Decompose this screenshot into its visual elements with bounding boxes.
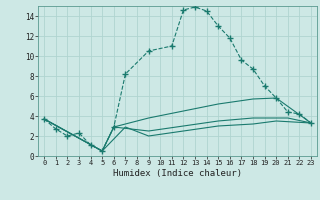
X-axis label: Humidex (Indice chaleur): Humidex (Indice chaleur) bbox=[113, 169, 242, 178]
